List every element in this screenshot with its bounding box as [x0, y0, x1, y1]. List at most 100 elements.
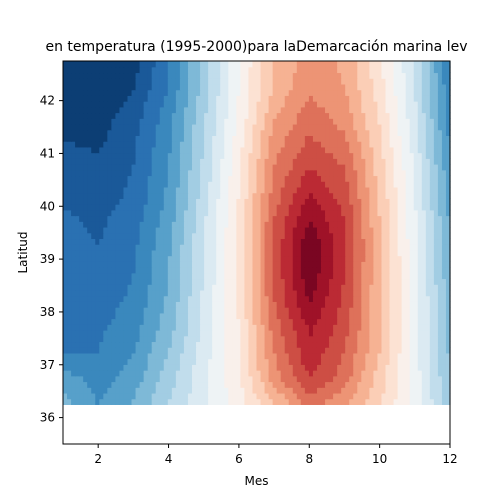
- heatmap-cell: [208, 141, 213, 148]
- heatmap-cell: [445, 272, 451, 280]
- heatmap-cell: [260, 152, 266, 159]
- heatmap-cell: [163, 289, 169, 297]
- heatmap-cell: [333, 267, 338, 274]
- heatmap-cell: [91, 118, 96, 125]
- heatmap-cell: [107, 249, 112, 257]
- heatmap-cell: [131, 221, 137, 228]
- heatmap-cell: [405, 375, 411, 383]
- heatmap-cell: [373, 181, 379, 188]
- heatmap-cell: [208, 152, 213, 159]
- heatmap-cell: [316, 295, 322, 302]
- heatmap-cell: [401, 387, 407, 394]
- heatmap-cell: [357, 307, 362, 314]
- heatmap-cell: [224, 261, 229, 268]
- heatmap-cell: [345, 301, 350, 308]
- heatmap-cell: [159, 129, 165, 136]
- heatmap-cell: [63, 352, 68, 360]
- heatmap-cell: [71, 135, 76, 142]
- heatmap-cell: [425, 244, 431, 251]
- heatmap-cell: [288, 352, 294, 360]
- heatmap-cell: [187, 106, 193, 114]
- heatmap-cell: [256, 106, 262, 114]
- heatmap-cell: [111, 289, 117, 297]
- heatmap-cell: [236, 352, 241, 360]
- heatmap-cell: [151, 175, 157, 182]
- heatmap-cell: [244, 289, 250, 297]
- heatmap-cell: [228, 364, 233, 371]
- heatmap-cell: [248, 106, 254, 114]
- heatmap-cell: [316, 158, 322, 165]
- heatmap-cell: [333, 398, 338, 405]
- heatmap-cell: [349, 238, 354, 245]
- heatmap-cell: [67, 301, 72, 308]
- heatmap-cell: [321, 284, 326, 291]
- heatmap-cell: [216, 192, 221, 199]
- heatmap-cell: [196, 364, 201, 371]
- heatmap-cell: [135, 381, 141, 388]
- heatmap-cell: [272, 169, 278, 177]
- heatmap-cell: [369, 186, 375, 194]
- heatmap-cell: [115, 284, 121, 291]
- heatmap-cell: [429, 375, 435, 383]
- heatmap-cell: [321, 129, 326, 136]
- heatmap-cell: [329, 278, 334, 285]
- heatmap-cell: [163, 272, 169, 280]
- heatmap-cell: [95, 169, 100, 177]
- heatmap-cell: [389, 375, 395, 383]
- heatmap-cell: [377, 169, 383, 177]
- heatmap-cell: [75, 141, 80, 148]
- heatmap-cell: [147, 387, 153, 394]
- heatmap-cell: [63, 198, 68, 205]
- heatmap-cell: [155, 215, 161, 222]
- heatmap-cell: [135, 221, 141, 228]
- heatmap-cell: [441, 192, 447, 199]
- heatmap-cell: [276, 255, 282, 262]
- heatmap-cell: [232, 249, 237, 257]
- heatmap-cell: [71, 169, 76, 177]
- heatmap-cell: [163, 118, 169, 125]
- heatmap-cell: [200, 244, 205, 251]
- heatmap-cell: [268, 352, 274, 360]
- heatmap-cell: [151, 341, 157, 348]
- heatmap-cell: [71, 364, 76, 371]
- heatmap-cell: [381, 375, 387, 383]
- heatmap-cell: [268, 226, 274, 234]
- heatmap-cell: [349, 112, 354, 119]
- heatmap-cell: [260, 204, 266, 211]
- heatmap-cell: [369, 341, 375, 348]
- heatmap-cell: [127, 249, 133, 257]
- heatmap-cell: [171, 244, 177, 251]
- heatmap-cell: [135, 392, 141, 400]
- heatmap-cell: [312, 278, 318, 285]
- heatmap-cell: [123, 261, 129, 268]
- heatmap-cell: [103, 249, 108, 257]
- heatmap-cell: [171, 198, 177, 205]
- heatmap-cell: [135, 198, 141, 205]
- heatmap-cell: [345, 358, 350, 365]
- heatmap-cell: [216, 204, 221, 211]
- heatmap-cell: [171, 181, 177, 188]
- heatmap-cell: [232, 272, 237, 280]
- heatmap-cell: [389, 295, 395, 302]
- heatmap-cell: [155, 392, 161, 400]
- heatmap-cell: [192, 221, 197, 228]
- heatmap-cell: [268, 238, 274, 245]
- heatmap-cell: [353, 169, 358, 177]
- heatmap-cell: [236, 329, 241, 337]
- heatmap-cell: [345, 347, 350, 354]
- heatmap-cell: [91, 226, 96, 234]
- heatmap-cell: [373, 135, 379, 142]
- heatmap-cell: [99, 318, 104, 325]
- heatmap-cell: [107, 347, 112, 354]
- heatmap-cell: [389, 352, 395, 360]
- heatmap-cell: [333, 347, 338, 354]
- heatmap-cell: [87, 226, 92, 234]
- heatmap-cell: [99, 204, 104, 211]
- heatmap-cell: [183, 301, 189, 308]
- heatmap-cell: [300, 141, 306, 148]
- heatmap-cell: [79, 238, 84, 245]
- heatmap-cell: [353, 375, 358, 383]
- heatmap-cell: [179, 307, 185, 314]
- heatmap-cell: [361, 295, 366, 302]
- heatmap-cell: [87, 232, 92, 240]
